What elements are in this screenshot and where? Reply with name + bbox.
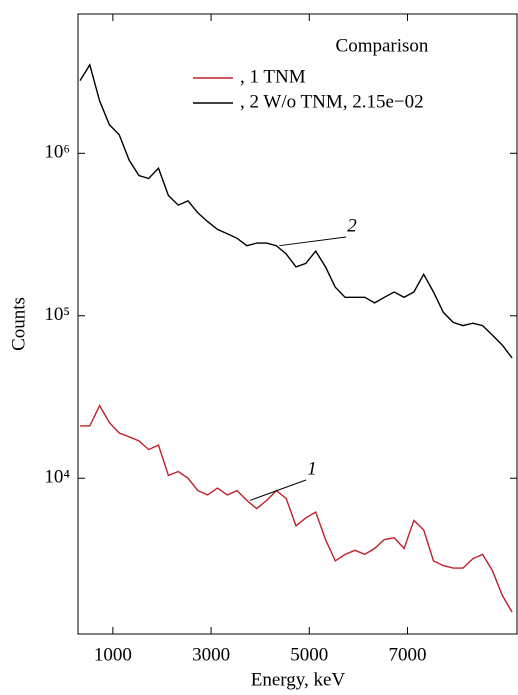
legend-label: , 1 TNM — [240, 66, 306, 87]
annotation-leader — [249, 479, 307, 501]
series-line — [79, 63, 513, 359]
annotation: 2 — [347, 215, 357, 236]
x-tick-label: 1000 — [94, 644, 132, 665]
y-axis-label: Counts — [8, 297, 29, 351]
y-tick-label: 10⁶ — [44, 142, 70, 163]
y-tick-label: 10⁵ — [44, 304, 70, 325]
series-line — [80, 404, 513, 613]
legend-label: , 2 W/o TNM, 2.15e−02 — [240, 91, 424, 112]
x-tick-label: 3000 — [192, 644, 230, 665]
x-axis-label: Energy, keV — [251, 669, 346, 690]
y-tick-label: 10⁴ — [44, 467, 70, 488]
legend-title: Comparison — [336, 35, 429, 56]
plot-frame — [77, 13, 518, 635]
annotation: 1 — [307, 458, 317, 479]
x-tick-label: 5000 — [290, 644, 328, 665]
annotation-leader — [279, 236, 347, 247]
x-tick-label: 7000 — [388, 644, 426, 665]
